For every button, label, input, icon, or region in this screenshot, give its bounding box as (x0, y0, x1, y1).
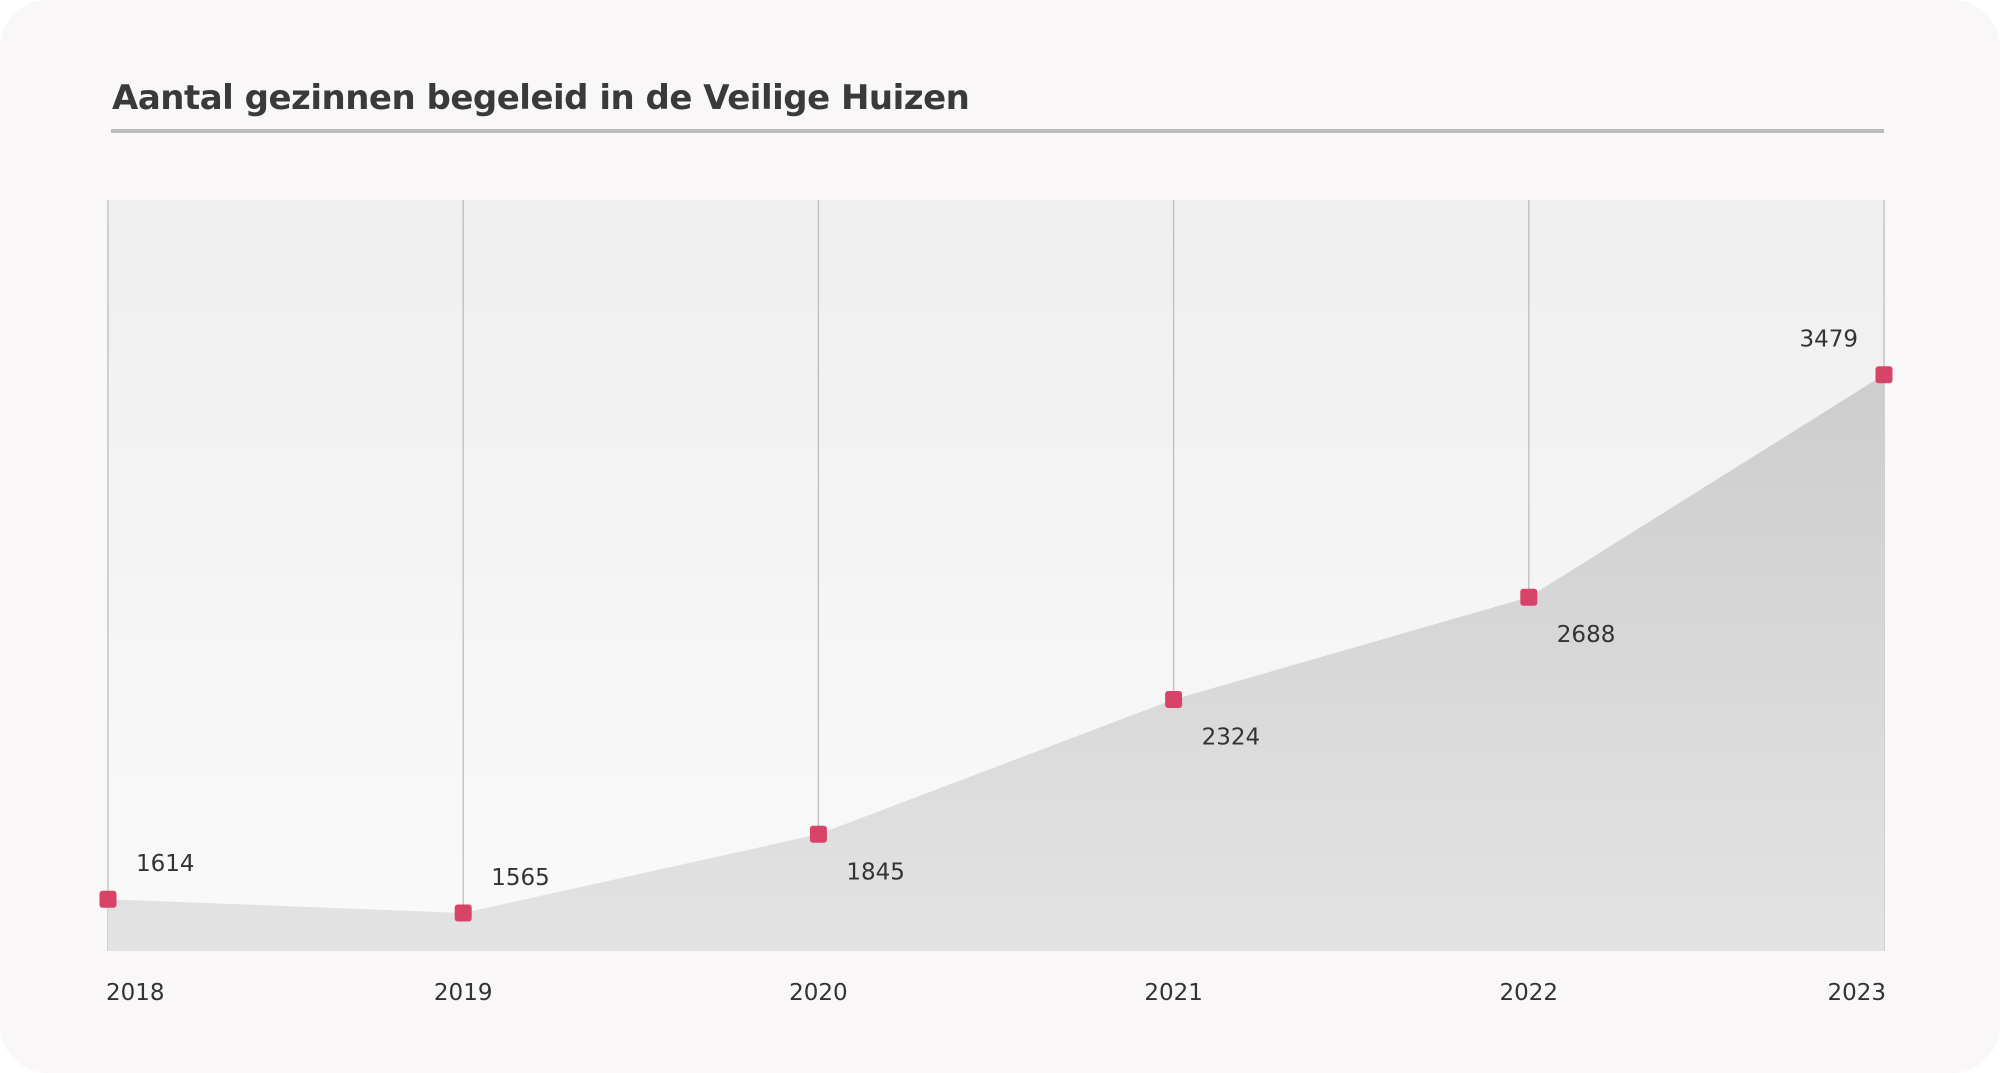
marker-2019 (454, 904, 472, 922)
tick-label-2020: 2020 (789, 980, 848, 1006)
marker-2020 (809, 825, 827, 843)
title-underline (111, 129, 1884, 133)
tick-label-2021: 2021 (1144, 980, 1203, 1006)
marker-2018 (99, 890, 117, 908)
x-axis-ticks: 2018 2019 2020 2021 2022 2023 (106, 980, 1886, 1006)
tick-label-2022: 2022 (1500, 980, 1559, 1006)
tick-label-2023: 2023 (1827, 980, 1886, 1006)
data-label-2020: 1845 (846, 859, 905, 885)
tick-label-2018: 2018 (106, 980, 165, 1006)
marker-2021 (1165, 691, 1183, 708)
data-label-2019: 1565 (491, 865, 550, 891)
tick-label-2019: 2019 (434, 980, 493, 1006)
marker-2023 (1875, 366, 1893, 384)
data-label-2018: 1614 (136, 851, 195, 877)
data-label-2021: 2324 (1202, 725, 1261, 751)
marker-2022 (1520, 588, 1538, 606)
data-label-2023: 3479 (1799, 327, 1858, 353)
chart-title: Aantal gezinnen begeleid in de Veilige H… (112, 78, 970, 118)
markers (99, 366, 1893, 922)
data-label-2022: 2688 (1557, 622, 1616, 648)
area-series (108, 374, 1884, 951)
data-labels: 1614 1565 1845 2324 2688 3479 (136, 327, 1858, 891)
